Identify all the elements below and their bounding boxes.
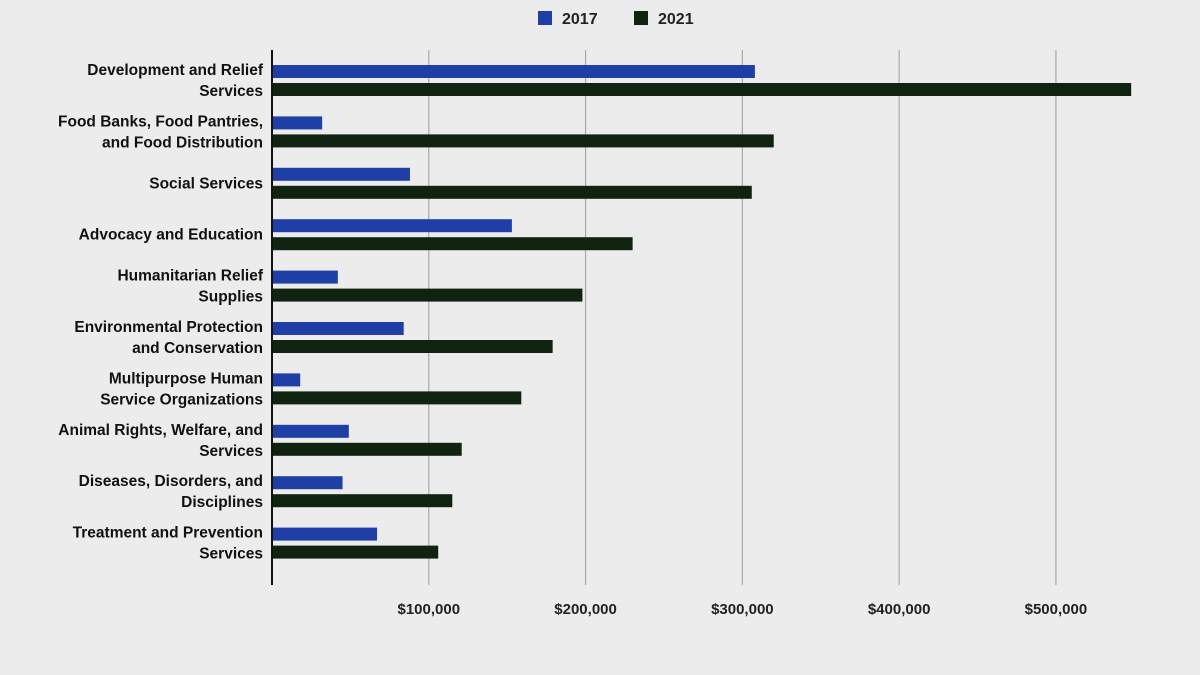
bar-2021	[273, 340, 553, 353]
legend-swatch-2021	[634, 11, 648, 25]
bar-2021	[273, 442, 462, 456]
bar-2017	[273, 476, 343, 490]
category-label: Service Organizations	[100, 391, 263, 408]
category-label: Treatment and Prevention	[73, 525, 263, 542]
category-label: Advocacy and Education	[79, 227, 263, 244]
bar-2021	[273, 391, 522, 405]
category-label: Social Services	[149, 175, 263, 192]
bar-2017	[273, 527, 378, 541]
bar-2017	[273, 167, 410, 181]
bar-2017	[273, 116, 323, 130]
category-label: Services	[199, 83, 263, 100]
bar-2021	[273, 494, 453, 508]
legend-swatch-2017	[538, 11, 552, 25]
category-label: Diseases, Disorders, and	[79, 473, 263, 490]
category-label: Food Banks, Food Pantries,	[58, 113, 263, 130]
bar-2017	[273, 373, 301, 387]
bar-2017	[273, 424, 349, 438]
bar-2017	[273, 65, 755, 78]
category-label: Services	[199, 443, 263, 460]
x-tick-label: $500,000	[1025, 601, 1088, 618]
category-label: Animal Rights, Welfare, and	[58, 422, 263, 439]
legend-label: 2017	[562, 11, 598, 28]
bar-2021	[273, 545, 439, 559]
category-label: and Conservation	[132, 340, 263, 357]
category-label: Multipurpose Human	[109, 370, 263, 387]
bar-2021	[273, 237, 633, 251]
x-tick-label: $100,000	[397, 601, 460, 618]
x-tick-label: $200,000	[554, 601, 617, 618]
category-label: Disciplines	[181, 494, 263, 511]
bar-2021	[273, 83, 1132, 96]
bar-2017	[273, 322, 404, 335]
category-label: Services	[199, 546, 263, 563]
category-label: Supplies	[198, 289, 263, 306]
bar-2021	[273, 185, 752, 199]
category-label: and Food Distribution	[102, 134, 263, 151]
x-tick-label: $300,000	[711, 601, 774, 618]
category-label: Humanitarian Relief	[117, 268, 263, 285]
bar-2021	[273, 134, 774, 148]
category-label: Environmental Protection	[74, 319, 263, 336]
legend-label: 2021	[658, 11, 694, 28]
bar-2021	[273, 288, 583, 302]
bar-2017	[273, 219, 512, 233]
bar-2017	[273, 270, 338, 284]
category-label: Development and Relief	[87, 62, 264, 79]
x-tick-label: $400,000	[868, 601, 931, 618]
